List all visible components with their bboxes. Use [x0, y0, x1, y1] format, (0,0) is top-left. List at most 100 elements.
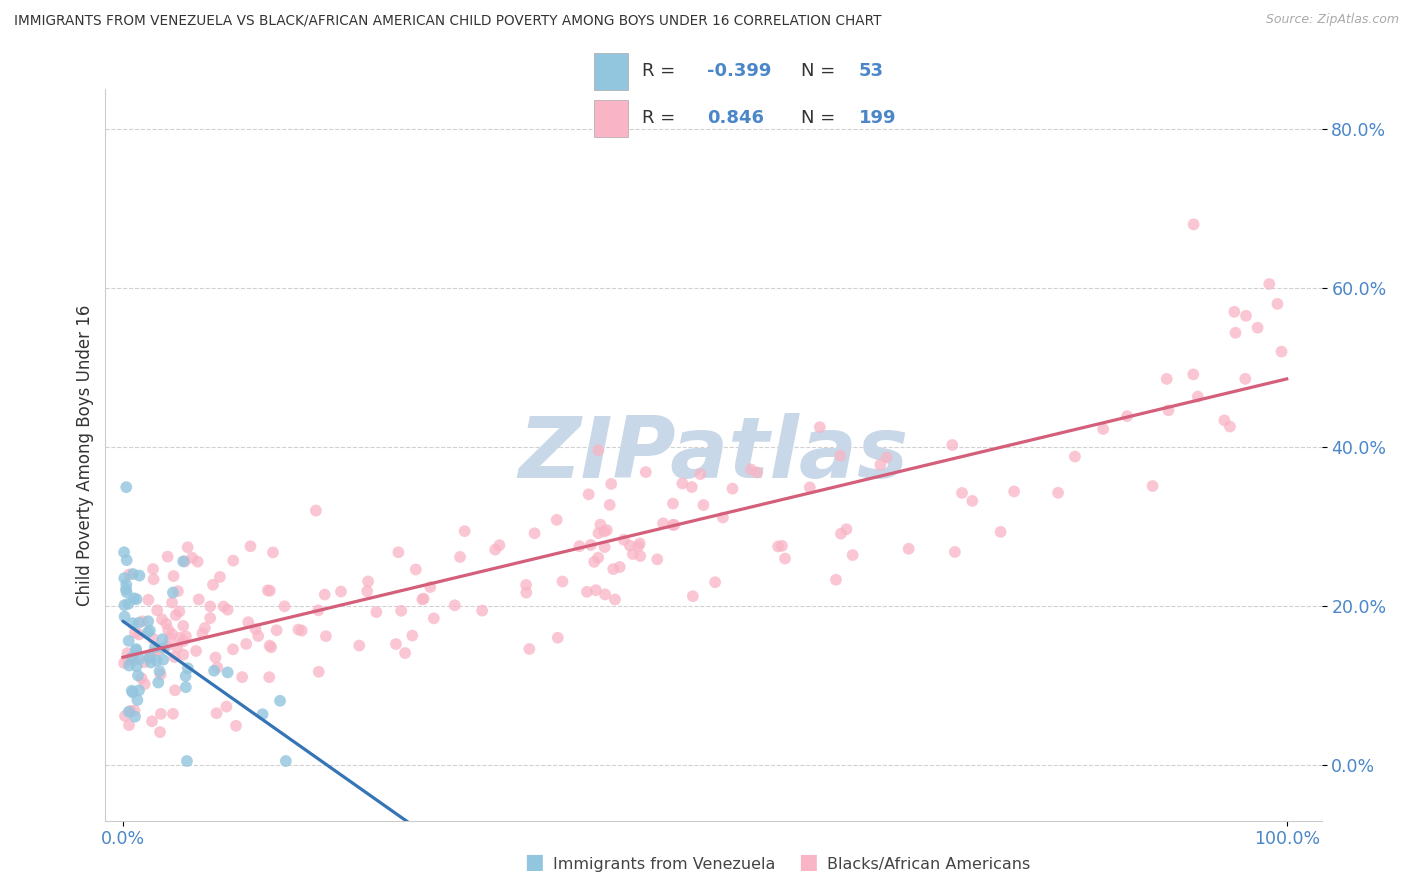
Point	[139, 648, 162, 662]
Point	[173, 554, 195, 568]
Point	[799, 480, 821, 494]
Text: ■: ■	[799, 853, 818, 872]
Point	[315, 629, 337, 643]
Point	[118, 718, 141, 732]
Point	[112, 571, 135, 585]
Point	[217, 603, 239, 617]
Point	[1116, 409, 1139, 424]
Point	[152, 653, 174, 667]
Point	[222, 553, 245, 567]
Point	[586, 550, 609, 565]
Point	[897, 541, 920, 556]
Point	[628, 549, 651, 563]
Point	[419, 580, 441, 594]
Point	[488, 538, 510, 552]
Point	[141, 714, 163, 729]
Point	[308, 665, 330, 679]
Text: Immigrants from Venezuela: Immigrants from Venezuela	[553, 857, 775, 872]
Point	[121, 650, 143, 665]
Point	[174, 680, 197, 694]
Point	[583, 555, 606, 569]
Point	[711, 510, 734, 524]
Point	[274, 754, 297, 768]
Point	[1064, 450, 1087, 464]
Point	[160, 595, 183, 609]
Point	[1258, 277, 1281, 291]
Point	[115, 480, 138, 494]
Point	[314, 588, 336, 602]
Point	[222, 642, 245, 657]
Bar	[593, 100, 628, 137]
Point	[671, 476, 693, 491]
Point	[148, 664, 170, 678]
Point	[163, 650, 186, 665]
Point	[1182, 218, 1205, 232]
Point	[247, 629, 270, 643]
Point	[121, 616, 143, 631]
Point	[389, 604, 412, 618]
Point	[515, 585, 537, 599]
Point	[155, 639, 177, 653]
Point	[145, 654, 167, 668]
Point	[273, 599, 295, 614]
Point	[139, 656, 162, 670]
Point	[156, 549, 179, 564]
Point	[593, 524, 616, 539]
Point	[943, 545, 966, 559]
Point	[112, 598, 135, 612]
Point	[627, 539, 650, 553]
Point	[118, 567, 141, 582]
Point	[235, 637, 257, 651]
Point	[330, 584, 353, 599]
Point	[201, 578, 224, 592]
Point	[449, 549, 471, 564]
Point	[596, 523, 619, 537]
Point	[118, 658, 141, 673]
Point	[941, 438, 963, 452]
Point	[523, 526, 546, 541]
Point	[155, 616, 177, 631]
Point	[169, 631, 191, 645]
Point	[600, 477, 623, 491]
Point	[1267, 297, 1289, 311]
Point	[841, 548, 863, 562]
Point	[128, 683, 150, 698]
Point	[682, 589, 704, 603]
Point	[621, 547, 644, 561]
Point	[588, 526, 610, 541]
Point	[876, 450, 898, 465]
Point	[259, 583, 281, 598]
Point	[568, 539, 591, 553]
Text: Blacks/African Americans: Blacks/African Americans	[827, 857, 1031, 872]
Point	[394, 646, 416, 660]
Point	[990, 524, 1012, 539]
Point	[217, 665, 239, 680]
Text: 53: 53	[859, 62, 884, 79]
Point	[152, 640, 174, 655]
Point	[366, 605, 388, 619]
Point	[830, 449, 852, 463]
Point	[307, 603, 329, 617]
Point	[115, 577, 138, 591]
Point	[115, 553, 138, 567]
Point	[142, 572, 165, 586]
Point	[1223, 305, 1246, 319]
Point	[115, 582, 138, 597]
Point	[1092, 422, 1115, 436]
Point	[136, 614, 159, 628]
Point	[578, 487, 600, 501]
Point	[172, 648, 194, 662]
Point	[125, 659, 148, 673]
Point	[149, 667, 172, 681]
Point	[357, 574, 380, 589]
Point	[349, 639, 371, 653]
Point	[239, 539, 262, 553]
Point	[215, 699, 238, 714]
Point	[291, 624, 314, 638]
Point	[172, 634, 194, 648]
Point	[114, 609, 136, 624]
Point	[131, 615, 153, 629]
Point	[517, 642, 540, 657]
Point	[157, 623, 180, 637]
Point	[127, 668, 149, 682]
